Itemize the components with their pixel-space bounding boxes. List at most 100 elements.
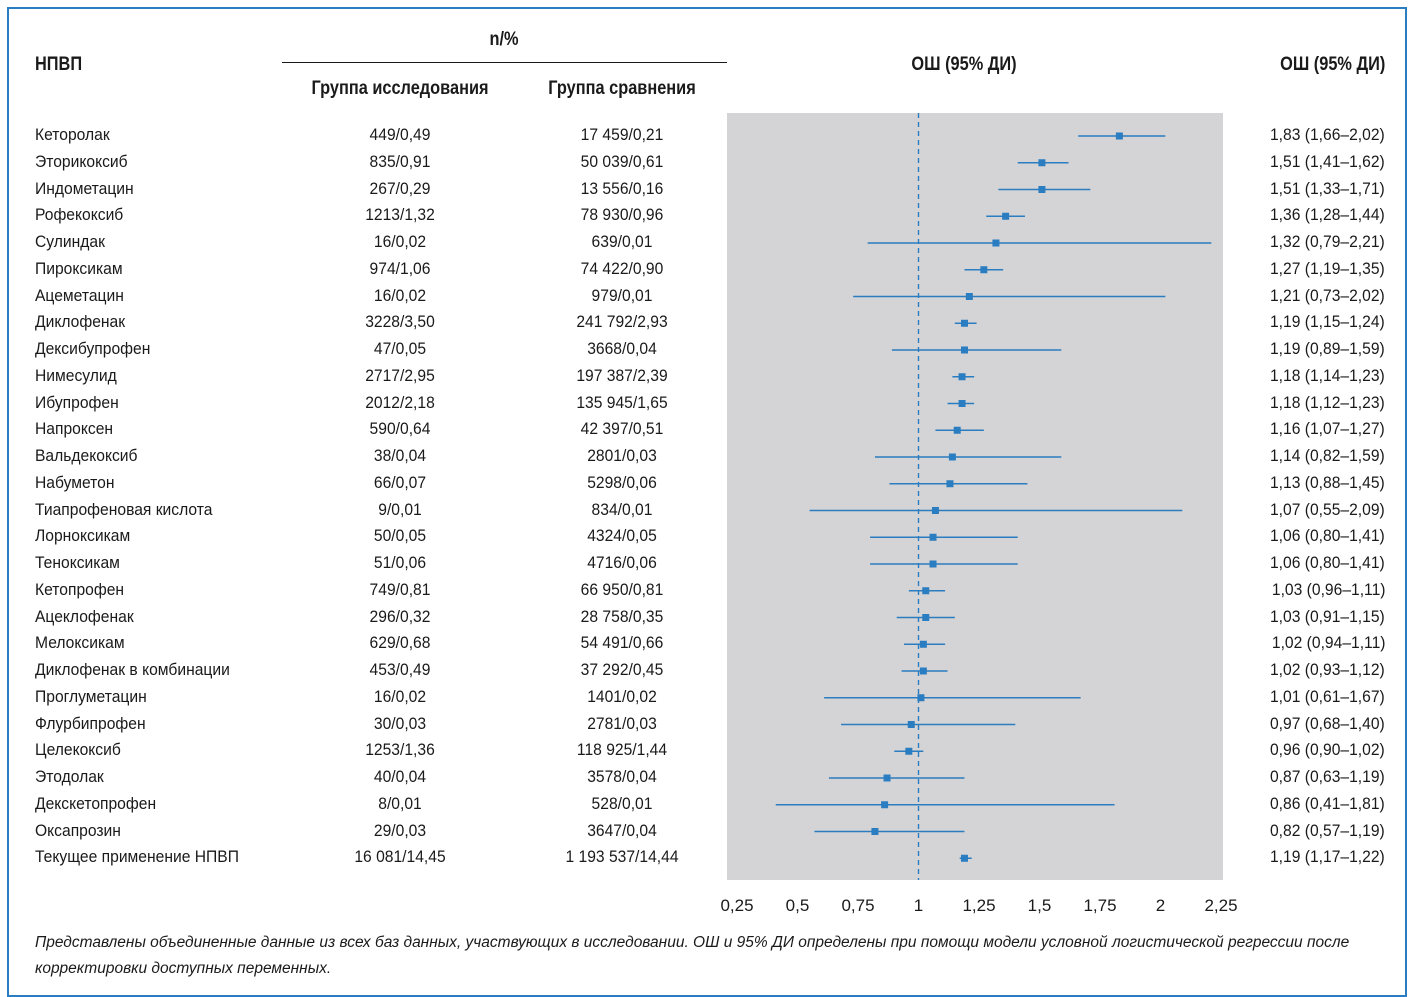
compare-group-value: 3668/0,04 bbox=[587, 339, 657, 358]
study-group-value: 16/0,02 bbox=[373, 686, 427, 706]
or-ci-text: 1,51 (1,33–1,71) bbox=[1270, 178, 1385, 198]
row-label: Лорноксикам bbox=[35, 526, 131, 546]
compare-group-value: 834/0,01 bbox=[591, 499, 653, 519]
study-group-value: 1253/1,36 bbox=[365, 740, 435, 760]
or-point-marker bbox=[919, 667, 927, 675]
row-label: Вальдекоксиб bbox=[35, 446, 138, 465]
compare-group-value: 528/0,01 bbox=[591, 793, 653, 813]
compare-group-value: 2801/0,03 bbox=[587, 446, 657, 465]
compare-group-value: 66 950/0,81 bbox=[580, 579, 664, 599]
or-ci-text: 1,02 (0,94–1,11) bbox=[1271, 633, 1385, 653]
or-point-marker bbox=[907, 721, 915, 728]
compare-group-value: 37 292/0,45 bbox=[580, 660, 664, 679]
row-label: Целекоксиб bbox=[35, 740, 121, 760]
row-label: Индометацин bbox=[35, 178, 134, 198]
row-label: Этодолак bbox=[35, 767, 104, 786]
or-ci-text: 1,51 (1,41–1,62) bbox=[1270, 151, 1385, 171]
or-ci-text: 1,19 (1,15–1,24) bbox=[1270, 312, 1385, 332]
study-group-value: 974/1,06 bbox=[369, 258, 431, 278]
compare-group-value: 197 387/2,39 bbox=[576, 365, 668, 385]
or-ci-text: 1,19 (0,89–1,59) bbox=[1270, 339, 1385, 358]
or-ci-text: 0,96 (0,90–1,02) bbox=[1270, 740, 1385, 760]
row-label: Декскетопрофен bbox=[35, 793, 157, 813]
or-point-marker bbox=[881, 801, 889, 809]
compare-group-value: 135 945/1,65 bbox=[576, 392, 668, 412]
or-point-marker bbox=[922, 587, 930, 595]
study-group-value: 453/0,49 bbox=[369, 660, 431, 679]
or-point-marker bbox=[1002, 212, 1010, 220]
study-group-value: 835/0,91 bbox=[369, 151, 431, 171]
or-point-marker bbox=[980, 266, 988, 274]
or-point-marker bbox=[958, 373, 966, 381]
or-ci-text: 1,14 (0,82–1,59) bbox=[1270, 446, 1385, 465]
row-label: Тиапрофеновая кислота bbox=[35, 499, 213, 519]
study-group-value: 51/0,06 bbox=[373, 553, 427, 572]
study-group-header: Группа исследования bbox=[311, 78, 489, 99]
or-ci-text: 0,87 (0,63–1,19) bbox=[1270, 767, 1385, 786]
compare-group-value: 3578/0,04 bbox=[587, 767, 657, 786]
study-group-value: 449/0,49 bbox=[369, 125, 431, 144]
row-label: Дексибупрофен bbox=[35, 339, 151, 358]
n-percent-header: n/% bbox=[489, 29, 519, 50]
row-label: Диклофенак в комбинации bbox=[35, 660, 230, 679]
row-label: Ацеметацин bbox=[35, 285, 124, 305]
row-label: Мелоксикам bbox=[35, 633, 125, 653]
study-group-value: 2717/2,95 bbox=[365, 365, 435, 385]
or-ci-text: 1,03 (0,91–1,15) bbox=[1270, 606, 1385, 626]
x-tick-label: 1,25 bbox=[962, 896, 996, 915]
study-group-value: 47/0,05 bbox=[373, 339, 427, 358]
study-group-value: 296/0,32 bbox=[369, 606, 431, 626]
compare-group-value: 5298/0,06 bbox=[587, 472, 657, 492]
or-ci-text: 1,19 (1,17–1,22) bbox=[1270, 847, 1385, 867]
x-tick-label: 2 bbox=[1155, 896, 1166, 915]
study-group-value: 16 081/14,45 bbox=[354, 847, 446, 867]
study-group-value: 590/0,64 bbox=[369, 419, 431, 439]
or-ci-text: 1,01 (0,61–1,67) bbox=[1270, 686, 1385, 706]
or-ci-text: 1,27 (1,19–1,35) bbox=[1270, 258, 1385, 278]
or-point-marker bbox=[917, 694, 925, 702]
study-group-value: 30/0,03 bbox=[373, 713, 427, 733]
row-label: Текущее применение НПВП bbox=[35, 847, 239, 867]
compare-group-value: 4716/0,06 bbox=[587, 553, 657, 572]
compare-group-value: 118 925/1,44 bbox=[576, 740, 668, 760]
or-ci-text: 1,18 (1,14–1,23) bbox=[1270, 365, 1385, 385]
or-point-marker bbox=[958, 400, 966, 407]
or-ci-text: 1,02 (0,93–1,12) bbox=[1270, 660, 1385, 679]
row-label: Рофекоксиб bbox=[35, 205, 124, 225]
x-tick-label: 1,75 bbox=[1083, 896, 1117, 915]
or-ci-text: 1,36 (1,28–1,44) bbox=[1270, 205, 1385, 225]
row-label: Набуметон bbox=[35, 472, 115, 492]
compare-group-value: 28 758/0,35 bbox=[580, 606, 664, 626]
compare-group-value: 1 193 537/14,44 bbox=[565, 847, 679, 867]
footnote: Представлены объединенные данные из всех… bbox=[35, 934, 1350, 977]
study-group-value: 749/0,81 bbox=[369, 579, 431, 599]
study-group-value: 16/0,02 bbox=[373, 232, 427, 251]
x-tick-label: 2,25 bbox=[1204, 896, 1238, 915]
header-rule bbox=[282, 62, 727, 63]
or-point-marker bbox=[960, 346, 968, 354]
study-group-value: 29/0,03 bbox=[373, 820, 427, 840]
row-label: Сулиндак bbox=[35, 232, 105, 251]
x-tick-label: 1,5 bbox=[1027, 896, 1052, 915]
study-group-value: 2012/2,18 bbox=[365, 392, 435, 412]
or-point-marker bbox=[960, 319, 968, 327]
or-ci-text: 1,06 (0,80–1,41) bbox=[1270, 553, 1385, 572]
row-label: Кеторолак bbox=[35, 125, 110, 144]
study-group-value: 3228/3,50 bbox=[365, 312, 435, 332]
or-point-marker bbox=[992, 239, 1000, 247]
row-label: Ибупрофен bbox=[35, 392, 119, 412]
x-tick-label: 1 bbox=[913, 896, 924, 915]
or-ci-text: 1,83 (1,66–2,02) bbox=[1270, 125, 1385, 144]
x-tick-label: 0,75 bbox=[841, 896, 875, 915]
compare-group-value: 1401/0,02 bbox=[587, 686, 657, 706]
row-label: Эторикоксиб bbox=[35, 151, 128, 171]
or-point-marker bbox=[960, 854, 968, 862]
study-group-value: 40/0,04 bbox=[373, 767, 427, 786]
compare-group-value: 42 397/0,51 bbox=[580, 419, 664, 439]
or-plot-header: ОШ (95% ДИ) bbox=[911, 54, 1017, 75]
or-point-marker bbox=[905, 747, 913, 755]
or-ci-text: 0,86 (0,41–1,81) bbox=[1270, 793, 1385, 813]
or-point-marker bbox=[946, 480, 954, 488]
row-label: Флурбипрофен bbox=[35, 713, 146, 733]
study-group-value: 8/0,01 bbox=[378, 793, 422, 813]
